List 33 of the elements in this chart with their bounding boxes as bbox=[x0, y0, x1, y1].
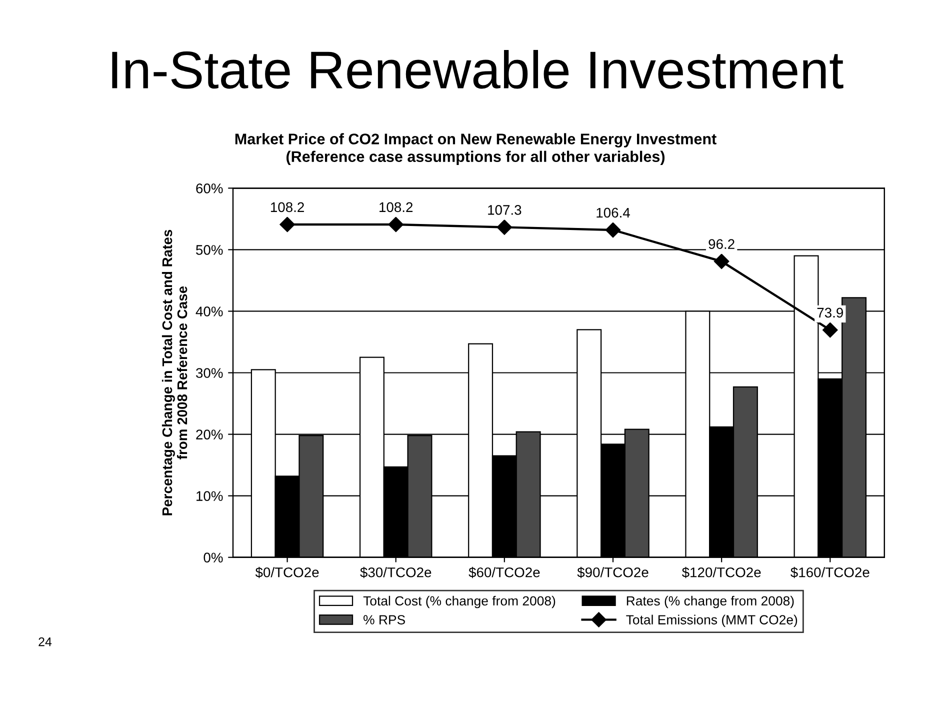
x-tick-label: $30/TCO2e bbox=[360, 566, 432, 578]
data-label: 108.2 bbox=[380, 202, 413, 212]
data-label: 96.2 bbox=[708, 239, 734, 250]
x-tick-label: $60/TCO2e bbox=[468, 566, 540, 578]
point bbox=[496, 220, 512, 235]
x-tick-label: $0/TCO2e bbox=[255, 566, 319, 578]
point bbox=[388, 216, 404, 232]
point bbox=[605, 222, 621, 238]
legend-label: % RPS bbox=[364, 615, 405, 624]
legend-label: Total Cost (% change from 2008) bbox=[363, 596, 556, 608]
legend-label: Rates (% change from 2008) bbox=[626, 596, 794, 608]
y-tick-label: 0% bbox=[204, 552, 223, 563]
chart-title: In-State Renewable Investment bbox=[112, 50, 844, 89]
y-tick-label: 20% bbox=[196, 430, 223, 440]
point bbox=[714, 254, 730, 269]
x-tick-label: $90/TCO2e bbox=[577, 566, 648, 578]
data-label: 107.3 bbox=[488, 205, 522, 215]
y-tick-label: 10% bbox=[196, 491, 223, 501]
text: 24 bbox=[38, 637, 52, 646]
y-axis-title: Percentage Change in Total Cost and Rates from 2008 Reference Case bbox=[162, 230, 188, 516]
legend-label: Total Emissions (MMT CO2e) bbox=[626, 614, 798, 628]
x-tick-label: $120/TCO2e bbox=[682, 566, 761, 578]
data-label: 108.2 bbox=[270, 202, 304, 212]
point bbox=[822, 322, 838, 338]
data-label: 73.9 bbox=[817, 308, 844, 318]
y-tick-label: 50% bbox=[196, 245, 223, 255]
y-tick-label: 40% bbox=[196, 306, 223, 316]
y-tick-label: 30% bbox=[196, 368, 223, 378]
point bbox=[280, 216, 295, 232]
y-tick-label: 60% bbox=[196, 183, 223, 194]
chart-subtitle: Market Price of CO2 Impact on New Renewable Energy Investment (Reference case assumptions for all other variables) bbox=[235, 133, 716, 166]
data-label: 106.4 bbox=[596, 208, 630, 218]
x-tick-label: $160/TCO2e bbox=[790, 566, 870, 578]
